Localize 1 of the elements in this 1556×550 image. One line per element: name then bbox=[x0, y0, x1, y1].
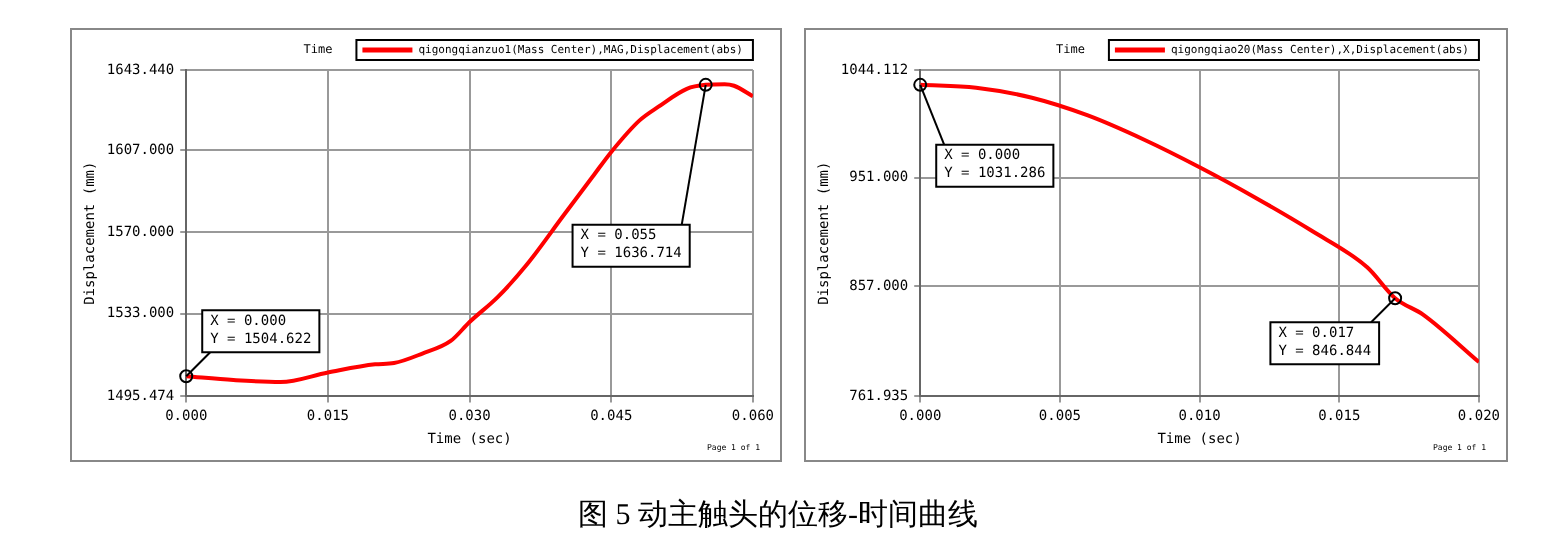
text: 图 5 动主触头的位移-时间曲线 bbox=[576, 496, 980, 536]
